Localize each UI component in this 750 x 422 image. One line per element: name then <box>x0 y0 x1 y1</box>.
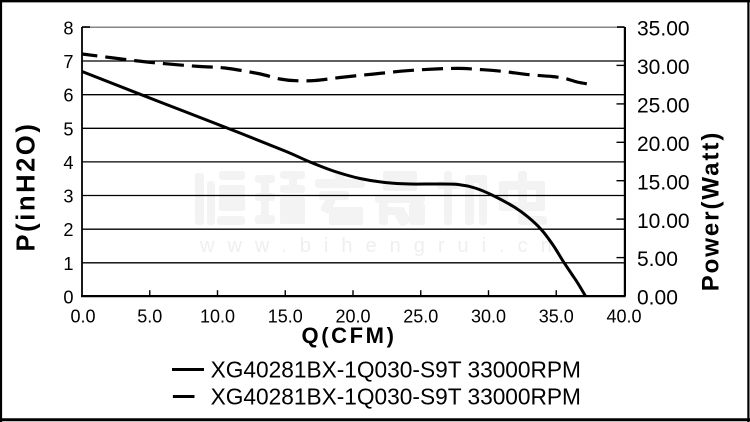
svg-text:10.00: 10.00 <box>637 210 690 233</box>
svg-text:Power(Watt): Power(Watt) <box>698 131 725 292</box>
svg-text:5: 5 <box>63 119 73 139</box>
svg-text:4: 4 <box>63 153 73 173</box>
svg-text:20.0: 20.0 <box>335 307 370 327</box>
svg-text:10.0: 10.0 <box>200 307 235 327</box>
svg-text:XG40281BX-1Q030-S9T 33000RPM: XG40281BX-1Q030-S9T 33000RPM <box>211 383 581 409</box>
svg-text:7: 7 <box>63 52 73 72</box>
svg-text:5.0: 5.0 <box>137 307 162 327</box>
svg-text:3: 3 <box>63 187 73 207</box>
svg-text:30.00: 30.00 <box>637 56 690 79</box>
svg-text:XG40281BX-1Q030-S9T 33000RPM: XG40281BX-1Q030-S9T 33000RPM <box>211 356 581 382</box>
svg-text:30.0: 30.0 <box>471 307 506 327</box>
svg-text:25.0: 25.0 <box>403 307 438 327</box>
svg-text:15.00: 15.00 <box>637 171 690 194</box>
svg-text:2: 2 <box>63 220 73 240</box>
svg-text:40.0: 40.0 <box>606 307 641 327</box>
svg-text:15.0: 15.0 <box>268 307 303 327</box>
svg-text:0.0: 0.0 <box>70 307 95 327</box>
svg-text:35.00: 35.00 <box>637 18 690 41</box>
svg-text:8: 8 <box>63 19 73 39</box>
svg-text:1: 1 <box>63 254 73 274</box>
svg-text:0: 0 <box>63 288 73 308</box>
svg-text:P(inH2O): P(inH2O) <box>13 122 41 252</box>
svg-text:20.00: 20.00 <box>637 133 690 156</box>
svg-text:Q(CFM): Q(CFM) <box>301 323 396 348</box>
svg-text:6: 6 <box>63 86 73 106</box>
svg-text:www.bihengrui.cn: www.bihengrui.cn <box>199 235 565 257</box>
svg-text:5.00: 5.00 <box>637 248 678 271</box>
svg-text:0.00: 0.00 <box>637 287 678 310</box>
svg-text:35.0: 35.0 <box>539 307 574 327</box>
svg-text:25.00: 25.00 <box>637 95 690 118</box>
